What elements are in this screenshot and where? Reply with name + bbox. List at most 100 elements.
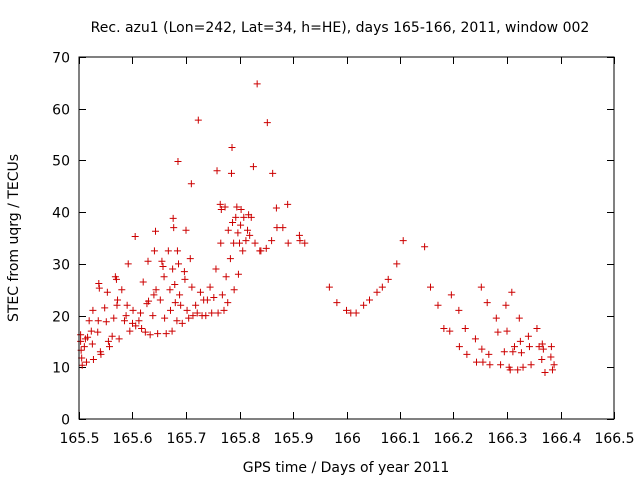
data-point (502, 301, 510, 309)
data-point (463, 350, 471, 358)
data-point (202, 312, 210, 320)
data-point (222, 273, 230, 281)
data-point (159, 262, 167, 270)
data-point (216, 200, 224, 208)
data-point (500, 348, 508, 356)
data-point (110, 314, 118, 322)
data-point (224, 226, 232, 234)
data-point (80, 343, 88, 351)
data-point (503, 327, 511, 335)
data-point (185, 314, 193, 322)
x-tick-label: 166.1 (380, 431, 420, 447)
data-point (253, 80, 261, 88)
data-point (171, 299, 179, 307)
data-point (175, 260, 183, 268)
data-point (249, 163, 257, 171)
data-point (213, 167, 221, 175)
data-point (234, 229, 242, 237)
data-point (144, 257, 152, 265)
data-point (88, 340, 96, 348)
data-point (230, 239, 238, 247)
data-point (169, 214, 177, 222)
data-point (524, 332, 532, 340)
data-point (538, 356, 546, 364)
x-axis-label: GPS time / Days of year 2011 (243, 460, 450, 476)
data-point (477, 283, 485, 291)
data-point (87, 327, 95, 335)
data-point (158, 257, 166, 265)
data-point (196, 288, 204, 296)
data-point (230, 286, 238, 294)
data-point (171, 281, 179, 289)
data-point (114, 296, 122, 304)
x-tick-label: 165.8 (220, 431, 260, 447)
data-point (279, 224, 287, 232)
data-point (189, 312, 197, 320)
data-point (141, 328, 149, 336)
data-point (240, 213, 248, 221)
data-point (186, 255, 194, 263)
data-point (173, 317, 181, 325)
data-point (77, 337, 85, 345)
data-point (95, 284, 103, 292)
data-point (242, 237, 250, 245)
x-tick-label: 165.9 (273, 431, 313, 447)
data-point (193, 309, 201, 317)
data-point (123, 301, 131, 309)
data-point (85, 317, 93, 325)
data-point (538, 340, 546, 348)
data-point (152, 286, 160, 294)
data-point (272, 204, 280, 212)
data-point (384, 275, 392, 283)
data-point (173, 247, 181, 255)
data-point (170, 224, 178, 232)
data-point (135, 317, 143, 325)
data-point (145, 297, 153, 305)
data-point (533, 325, 541, 332)
data-point (301, 239, 309, 247)
data-point (247, 213, 255, 221)
data-point (150, 291, 158, 299)
data-point (137, 309, 145, 317)
data-point (154, 330, 162, 338)
data-point (471, 335, 479, 343)
data-point (217, 206, 225, 214)
data-point (485, 350, 493, 358)
data-point (239, 247, 247, 255)
data-point (343, 306, 350, 314)
data-point (102, 318, 110, 326)
data-point (94, 317, 102, 325)
data-point (237, 206, 245, 214)
data-point (232, 213, 240, 221)
data-point (89, 356, 97, 364)
data-point (233, 203, 241, 211)
data-point (366, 296, 374, 304)
data-point (166, 286, 174, 294)
data-point (399, 237, 407, 245)
data-point (378, 283, 386, 291)
plot-frame (78, 56, 615, 420)
y-tick-label: 50 (52, 154, 70, 170)
data-point (393, 260, 401, 268)
data-point (108, 332, 116, 340)
data-point (120, 317, 128, 325)
data-point (510, 343, 518, 351)
data-point (181, 275, 189, 283)
data-point (169, 265, 177, 273)
data-point (539, 345, 547, 353)
data-point (218, 291, 226, 299)
x-tick-label: 165.5 (59, 431, 99, 447)
x-tick-label: 166.2 (433, 431, 473, 447)
data-point (494, 328, 502, 336)
data-point (129, 306, 137, 314)
data-point (187, 180, 195, 188)
data-point (182, 226, 190, 234)
x-tick-label: 166.4 (541, 431, 581, 447)
data-point (263, 119, 271, 127)
data-point (237, 221, 245, 229)
data-point (517, 349, 525, 357)
data-point (138, 325, 146, 332)
x-tick-label: 166.5 (594, 431, 634, 447)
data-point (162, 330, 170, 338)
